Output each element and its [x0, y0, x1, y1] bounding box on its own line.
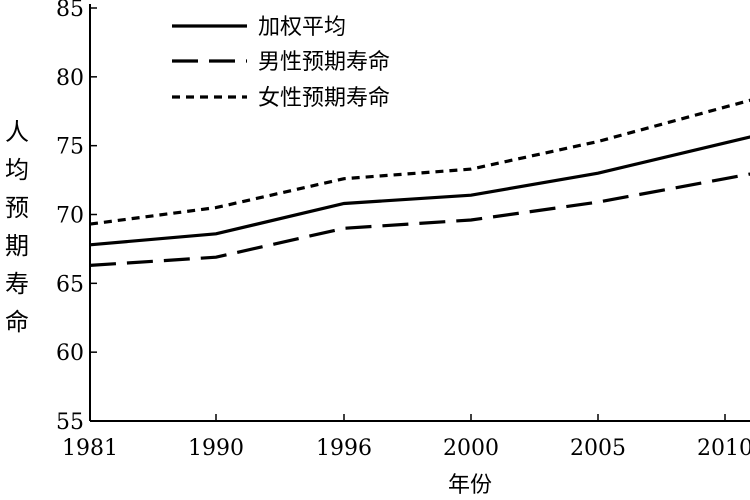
series-line-0	[89, 135, 750, 247]
y-tick-label: 60	[56, 341, 84, 366]
series-line-1	[89, 172, 750, 267]
x-tick-label: 1981	[62, 436, 118, 461]
y-tick-label: 70	[56, 204, 84, 229]
y-axis-label-text: 人均预期寿命	[5, 118, 29, 336]
legend-label-2: 女性预期寿命	[258, 86, 390, 111]
y-tick-label: 75	[56, 135, 84, 160]
x-tick-label: 2005	[570, 436, 626, 461]
x-tick-label: 2010	[697, 436, 750, 461]
series-line-2	[89, 98, 750, 226]
x-tick-label: 2000	[443, 436, 499, 461]
legend-label-1: 男性预期寿命	[258, 50, 390, 75]
y-tick-label: 55	[56, 410, 84, 435]
axes: 55 60 65 70 75 80 85 1981 1990 1996 2000 2005 2010	[56, 0, 750, 461]
x-tick-label: 1990	[188, 436, 244, 461]
series-layer	[89, 98, 750, 267]
y-tick-label: 85	[56, 0, 84, 22]
y-tick-label: 80	[56, 66, 84, 91]
x-axis-label: 年份	[448, 473, 492, 498]
y-tick-label: 65	[56, 272, 84, 297]
y-axis-label: 人均预期寿命	[5, 118, 29, 336]
x-tick-label: 1996	[316, 436, 372, 461]
legend-label-0: 加权平均	[258, 15, 346, 40]
